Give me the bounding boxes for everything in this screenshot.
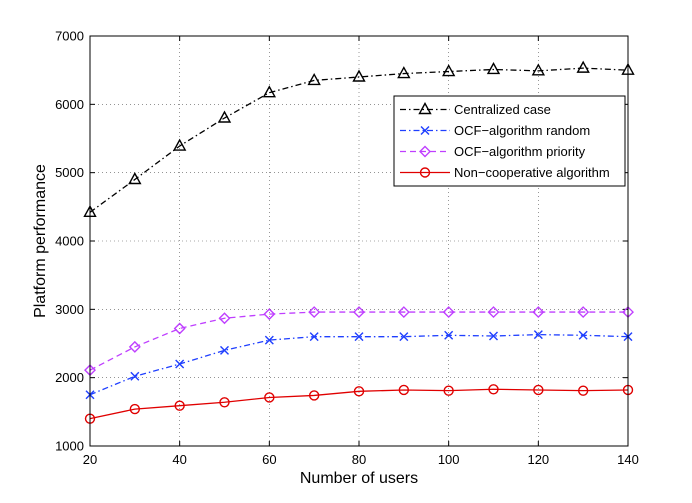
x-tick-label: 80 bbox=[352, 452, 366, 467]
x-marker-stroke bbox=[578, 330, 588, 340]
series-line bbox=[89, 388, 629, 420]
diamond-marker bbox=[263, 308, 276, 321]
circle-marker bbox=[577, 385, 589, 396]
diamond-marker bbox=[353, 306, 365, 319]
x-marker bbox=[354, 332, 364, 342]
x-marker bbox=[420, 126, 430, 135]
x-tick-label: 100 bbox=[438, 452, 460, 467]
x-marker-stroke bbox=[354, 332, 364, 342]
circle-marker bbox=[443, 385, 454, 396]
y-tick-label: 7000 bbox=[55, 29, 84, 44]
x-tick-label: 140 bbox=[617, 452, 639, 467]
plot-frame bbox=[89, 35, 629, 447]
legend-label: Centralized case bbox=[454, 102, 551, 117]
diamond-marker bbox=[128, 340, 141, 353]
circle-marker bbox=[398, 384, 410, 396]
legend-entry: OCF−algorithm random bbox=[400, 123, 590, 138]
series-3 bbox=[84, 384, 634, 424]
x-marker-stroke bbox=[175, 359, 185, 369]
circle-marker bbox=[129, 403, 141, 415]
x-marker-stroke bbox=[220, 345, 229, 355]
diamond-marker bbox=[442, 306, 455, 319]
diamond-marker bbox=[397, 306, 410, 319]
y-tick-label: 6000 bbox=[55, 97, 84, 112]
triangle-marker bbox=[262, 85, 277, 98]
legend: Centralized case OCF−algorithm random OCF−… bbox=[393, 95, 626, 187]
legend-label: OCF−algorithm random bbox=[454, 123, 590, 138]
triangle-marker bbox=[418, 102, 432, 115]
x-tick-label: 40 bbox=[172, 452, 186, 467]
legend-label: OCF−algorithm priority bbox=[454, 144, 586, 159]
x-marker-stroke bbox=[420, 126, 430, 135]
x-marker bbox=[533, 330, 543, 340]
x-marker bbox=[444, 330, 454, 340]
legend-label: Non−cooperative algorithm bbox=[454, 165, 610, 180]
triangle-marker bbox=[307, 72, 321, 86]
circle-marker bbox=[174, 400, 185, 411]
legend-box bbox=[393, 95, 626, 187]
x-marker bbox=[399, 332, 409, 342]
x-marker-stroke bbox=[444, 330, 454, 340]
diamond-marker bbox=[532, 306, 545, 319]
diamond-marker bbox=[487, 306, 500, 319]
x-marker bbox=[130, 371, 140, 381]
y-tick-label: 1000 bbox=[55, 439, 84, 454]
x-marker-stroke bbox=[489, 331, 498, 341]
diamond-marker bbox=[577, 306, 590, 319]
triangle-marker bbox=[576, 60, 590, 73]
x-marker-stroke bbox=[399, 332, 409, 342]
triangle-marker bbox=[217, 110, 232, 123]
x-tick-label: 120 bbox=[527, 452, 549, 467]
x-marker-stroke bbox=[264, 335, 274, 345]
x-marker bbox=[220, 345, 229, 355]
triangle-marker bbox=[441, 64, 456, 77]
legend-entry: Centralized case bbox=[400, 102, 551, 117]
y-tick-label: 3000 bbox=[55, 302, 84, 317]
circle-marker bbox=[219, 397, 230, 408]
x-marker bbox=[309, 332, 319, 342]
diamond-marker bbox=[308, 306, 321, 319]
legend-entry: Non−cooperative algorithm bbox=[400, 165, 610, 180]
circle-marker bbox=[353, 386, 365, 397]
series-line bbox=[89, 67, 629, 213]
triangle-marker bbox=[172, 138, 187, 151]
labels-layer: 20 40 60 80 100 120 140 1000 2000 3000 4000 5000 600… bbox=[32, 29, 639, 488]
y-tick-label: 4000 bbox=[55, 234, 84, 249]
diamond-marker bbox=[419, 145, 431, 158]
x-marker-stroke bbox=[130, 371, 140, 381]
x-tick-label: 60 bbox=[262, 452, 276, 467]
x-tick-label: 20 bbox=[83, 452, 97, 467]
x-marker bbox=[578, 330, 588, 340]
y-axis-label: Platform performance bbox=[32, 164, 49, 318]
x-axis-label: Number of users bbox=[300, 470, 418, 487]
circle-marker bbox=[264, 392, 275, 403]
x-marker-stroke bbox=[309, 332, 319, 342]
triangle-marker bbox=[486, 62, 501, 75]
triangle-marker bbox=[531, 63, 546, 76]
x-marker bbox=[175, 359, 185, 369]
legend-entry: OCF−algorithm priority bbox=[400, 144, 586, 159]
triangle-marker bbox=[397, 66, 411, 79]
circle-marker bbox=[488, 384, 499, 395]
circle-marker bbox=[419, 167, 431, 178]
triangle-marker bbox=[128, 172, 142, 185]
x-marker-stroke bbox=[533, 330, 543, 340]
series-0 bbox=[83, 60, 635, 218]
y-tick-label: 2000 bbox=[55, 370, 84, 385]
triangle-marker bbox=[352, 69, 366, 82]
circle-marker bbox=[308, 390, 320, 401]
y-tick-label: 5000 bbox=[55, 165, 84, 180]
diamond-marker bbox=[218, 312, 231, 325]
x-marker bbox=[264, 335, 274, 345]
x-marker bbox=[489, 331, 498, 341]
diamond-marker bbox=[173, 322, 186, 335]
circle-marker bbox=[533, 384, 544, 396]
